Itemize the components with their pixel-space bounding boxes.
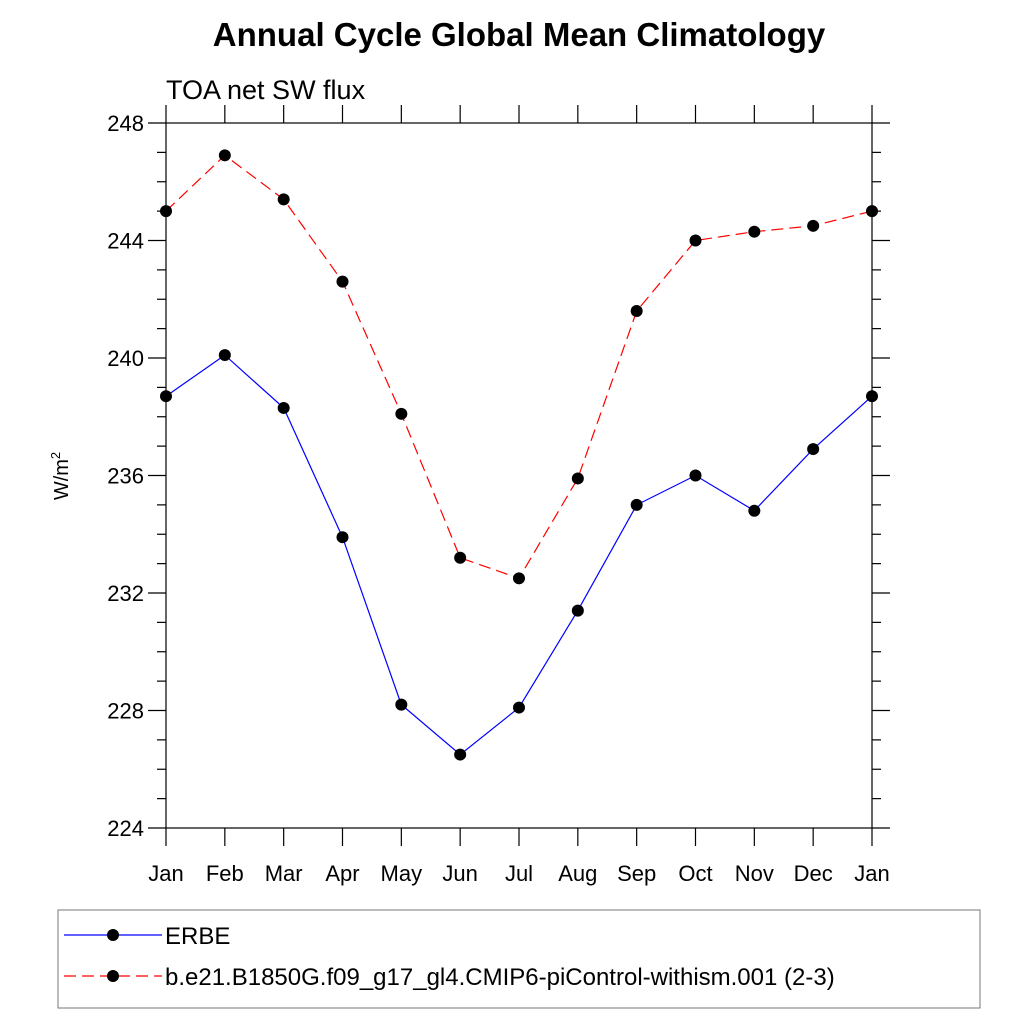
data-point	[866, 205, 878, 218]
data-point	[807, 219, 820, 232]
data-point	[336, 275, 349, 288]
chart-subtitle: TOA net SW flux	[166, 75, 366, 105]
series-line	[165, 154, 873, 580]
data-point	[748, 225, 761, 238]
y-axis-label-text: W/m	[51, 459, 73, 500]
x-tick-label: Jan	[148, 861, 183, 886]
y-tick-label: 240	[107, 346, 144, 371]
y-tick-label: 228	[107, 699, 144, 724]
data-point	[160, 390, 172, 403]
legend-entry-label: ERBE	[165, 923, 230, 950]
data-point	[454, 551, 467, 564]
legend-marker	[107, 929, 119, 941]
data-point	[689, 469, 702, 482]
data-point	[218, 349, 231, 362]
data-point	[630, 305, 643, 317]
data-point	[513, 572, 525, 585]
data-point	[571, 604, 584, 617]
x-tick-label: Jul	[505, 861, 533, 886]
legend-marker	[107, 970, 119, 982]
x-tick-label: Dec	[794, 861, 833, 886]
axes: 224 228 232 236 240 244 248 Jan Feb Mar Apr May Jun J…	[107, 105, 890, 886]
series-2	[160, 149, 878, 585]
y-tick-label: 232	[107, 581, 144, 606]
data-point	[866, 390, 878, 403]
y-axis-label-superscript: 2	[48, 452, 63, 459]
data-point	[218, 149, 231, 162]
series-line	[165, 354, 873, 756]
plot-frame	[165, 122, 873, 829]
data-point	[160, 205, 172, 218]
data-point	[395, 698, 408, 711]
data-point	[277, 401, 290, 414]
data-point	[395, 407, 408, 420]
data-point	[454, 748, 467, 761]
x-tick-label: Jan	[854, 861, 889, 886]
y-tick-label: 236	[107, 464, 144, 489]
data-point	[336, 531, 349, 544]
data-point	[513, 701, 525, 714]
y-axis-label: W/m2	[48, 452, 73, 500]
x-tick-label: Feb	[206, 861, 244, 886]
series-group	[160, 149, 878, 761]
x-tick-label: Apr	[325, 861, 359, 886]
data-point	[748, 504, 761, 517]
chart-title: Annual Cycle Global Mean Climatology	[213, 16, 826, 53]
x-tick-label: May	[381, 861, 423, 886]
x-tick-label: Mar	[265, 861, 303, 886]
y-tick-label: 224	[107, 816, 144, 841]
x-tick-label: Aug	[558, 861, 597, 886]
legend-box	[57, 909, 981, 1009]
y-tick-label: 244	[107, 229, 144, 254]
data-point	[689, 234, 702, 247]
data-point	[807, 443, 820, 456]
data-point	[630, 498, 643, 511]
x-tick-label: Nov	[735, 861, 774, 886]
data-point	[571, 472, 584, 485]
y-tick-label: 248	[107, 111, 144, 136]
data-point	[277, 193, 290, 206]
x-tick-label: Jun	[442, 861, 477, 886]
legend: ERBE b.e21.B1850G.f09_g17_gl4.CMIP6-piCon…	[57, 909, 981, 1009]
legend-entry-label: b.e21.B1850G.f09_g17_gl4.CMIP6-piControl…	[165, 964, 835, 991]
series-1	[160, 349, 878, 761]
x-tick-label: Oct	[678, 861, 712, 886]
x-tick-label: Sep	[617, 861, 656, 886]
